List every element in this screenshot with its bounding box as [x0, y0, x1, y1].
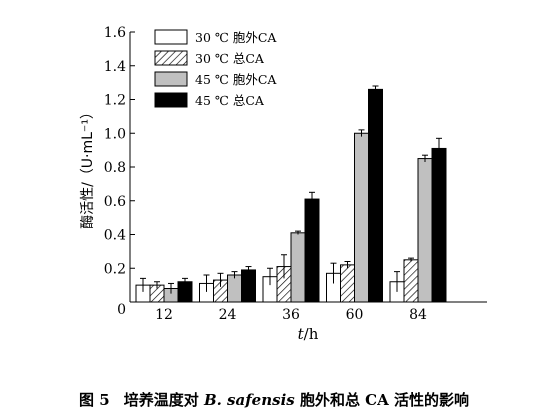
legend: 30 ℃ 胞外CA 30 ℃ 总CA 45 ℃ 胞外CA 45 ℃ 总CA	[154, 29, 277, 108]
legend-swatch	[154, 50, 188, 66]
bar-4-84	[431, 147, 447, 303]
error-bar	[394, 271, 400, 292]
bar-2-60	[340, 264, 355, 303]
error-bar	[436, 137, 442, 159]
legend-label: 30 ℃ 胞外CA	[195, 30, 277, 45]
figure-caption: 图 5 培养温度对 B. safensis 胞外和总 CA 活性的影响	[0, 389, 548, 410]
error-bar	[281, 254, 287, 279]
error-bar	[372, 85, 379, 93]
error-bar	[422, 154, 428, 162]
legend-swatch	[154, 71, 188, 87]
error-bar	[358, 129, 365, 137]
legend-label: 45 ℃ 胞外CA	[195, 72, 277, 87]
y-tick-label: 0.6	[104, 194, 126, 210]
y-tick-label: 0.2	[104, 261, 126, 277]
bar-chart: 0.2 0.4 0.6 0.8 1.0 1.2 1.4 1.6 12 24 36 60 84 0 30…	[80, 25, 487, 343]
error-bar	[203, 274, 210, 292]
caption-text-before: 培养温度对	[123, 391, 204, 409]
caption-species: B. safensis	[203, 391, 295, 409]
bar-4-24	[241, 269, 256, 303]
legend-label: 30 ℃ 总CA	[195, 51, 265, 66]
bar-3-60	[354, 132, 369, 303]
error-bar	[231, 271, 238, 279]
y-axis-label: 酶活性/（U·mL⁻¹）	[80, 105, 96, 229]
x-tick-label: 12	[155, 307, 173, 323]
x-axis-label: t/h	[298, 325, 319, 343]
error-bar	[217, 272, 224, 287]
y-tick-label: 0.8	[104, 160, 126, 176]
error-bar	[168, 282, 174, 294]
error-bar	[267, 267, 273, 286]
bar-3-84	[417, 158, 433, 303]
bars	[135, 85, 447, 303]
y-tick-label: 1.0	[104, 126, 126, 142]
y-origin-label: 0	[117, 302, 126, 318]
bar-4-60	[368, 88, 383, 303]
error-bar	[408, 257, 414, 262]
error-bar	[309, 191, 315, 206]
x-axis-label-unit: /h	[304, 325, 319, 343]
legend-swatch	[154, 29, 188, 45]
x-axis-label-variable: t	[298, 325, 305, 343]
legend-swatch	[154, 92, 188, 108]
legend-label: 45 ℃ 总CA	[195, 93, 265, 108]
y-tick-label: 1.2	[104, 93, 126, 109]
caption-text-after: 胞外和总 CA 活性的影响	[294, 391, 469, 409]
error-bar	[154, 281, 160, 289]
error-bar	[330, 262, 337, 284]
y-tick-label: 1.6	[104, 25, 126, 41]
error-bar	[295, 230, 301, 235]
error-bar	[245, 266, 252, 274]
error-bar	[182, 277, 188, 286]
figure-number: 图 5	[79, 391, 110, 409]
bar-4-36	[304, 198, 320, 303]
y-tick-label: 0.4	[104, 228, 126, 244]
bar-3-36	[290, 232, 306, 303]
x-tick-label: 84	[409, 307, 427, 323]
x-tick-label: 60	[346, 307, 364, 323]
error-bar	[140, 277, 146, 292]
x-tick-label: 24	[219, 307, 237, 323]
x-tick-label: 36	[282, 307, 300, 323]
bar-3-24	[227, 274, 242, 303]
y-axis: 0.2 0.4 0.6 0.8 1.0 1.2 1.4 1.6	[104, 25, 135, 302]
bar-2-84	[403, 259, 419, 303]
y-tick-label: 1.4	[104, 59, 126, 75]
error-bar	[344, 261, 351, 269]
